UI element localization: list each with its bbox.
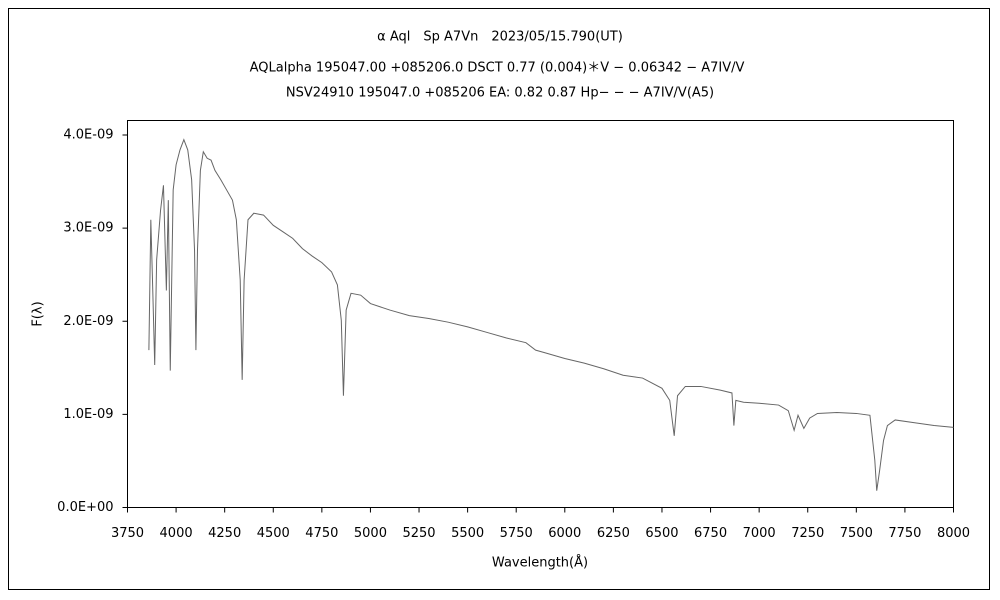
x-tick-label: 7500 xyxy=(840,526,873,541)
y-tick-label: 0.0E+00 xyxy=(57,500,113,515)
x-tick-label: 5500 xyxy=(451,526,484,541)
chart-subtitle: NSV24910 195047.0 +085206 EA: 0.82 0.87 … xyxy=(286,86,714,101)
y-axis-label: F(λ) xyxy=(31,301,46,326)
x-tick-label: 5000 xyxy=(354,526,387,541)
x-tick-label: 7250 xyxy=(791,526,824,541)
x-axis-label: Wavelength(Å) xyxy=(492,555,588,571)
chart-border xyxy=(8,8,990,590)
y-tick-label: 3.0E-09 xyxy=(63,221,113,236)
x-tick-label: 7750 xyxy=(888,526,921,541)
spectrum-line xyxy=(148,138,954,491)
x-tick-label: 4750 xyxy=(305,526,338,541)
y-tick-label: 1.0E-09 xyxy=(63,407,113,422)
x-tick-label: 5750 xyxy=(500,526,533,541)
y-tick-label: 2.0E-09 xyxy=(63,314,113,329)
x-tick-label: 4500 xyxy=(257,526,290,541)
x-tick-label: 3750 xyxy=(111,526,144,541)
x-tick-label: 4000 xyxy=(160,526,193,541)
chart-subtitle: AQLalpha 195047.00 +085206.0 DSCT 0.77 (… xyxy=(250,61,745,76)
x-tick-label: 6750 xyxy=(694,526,727,541)
x-tick-label: 8000 xyxy=(937,526,970,541)
chart-title: α Aql Sp A7Vn 2023/05/15.790(UT) xyxy=(377,30,623,45)
plot-area xyxy=(127,120,954,508)
x-tick-label: 6250 xyxy=(597,526,630,541)
x-tick-label: 4250 xyxy=(208,526,241,541)
x-tick-label: 6000 xyxy=(548,526,581,541)
x-tick-label: 7000 xyxy=(743,526,776,541)
x-tick-label: 5250 xyxy=(402,526,435,541)
x-tick-label: 6500 xyxy=(645,526,678,541)
y-tick-label: 4.0E-09 xyxy=(63,128,113,143)
